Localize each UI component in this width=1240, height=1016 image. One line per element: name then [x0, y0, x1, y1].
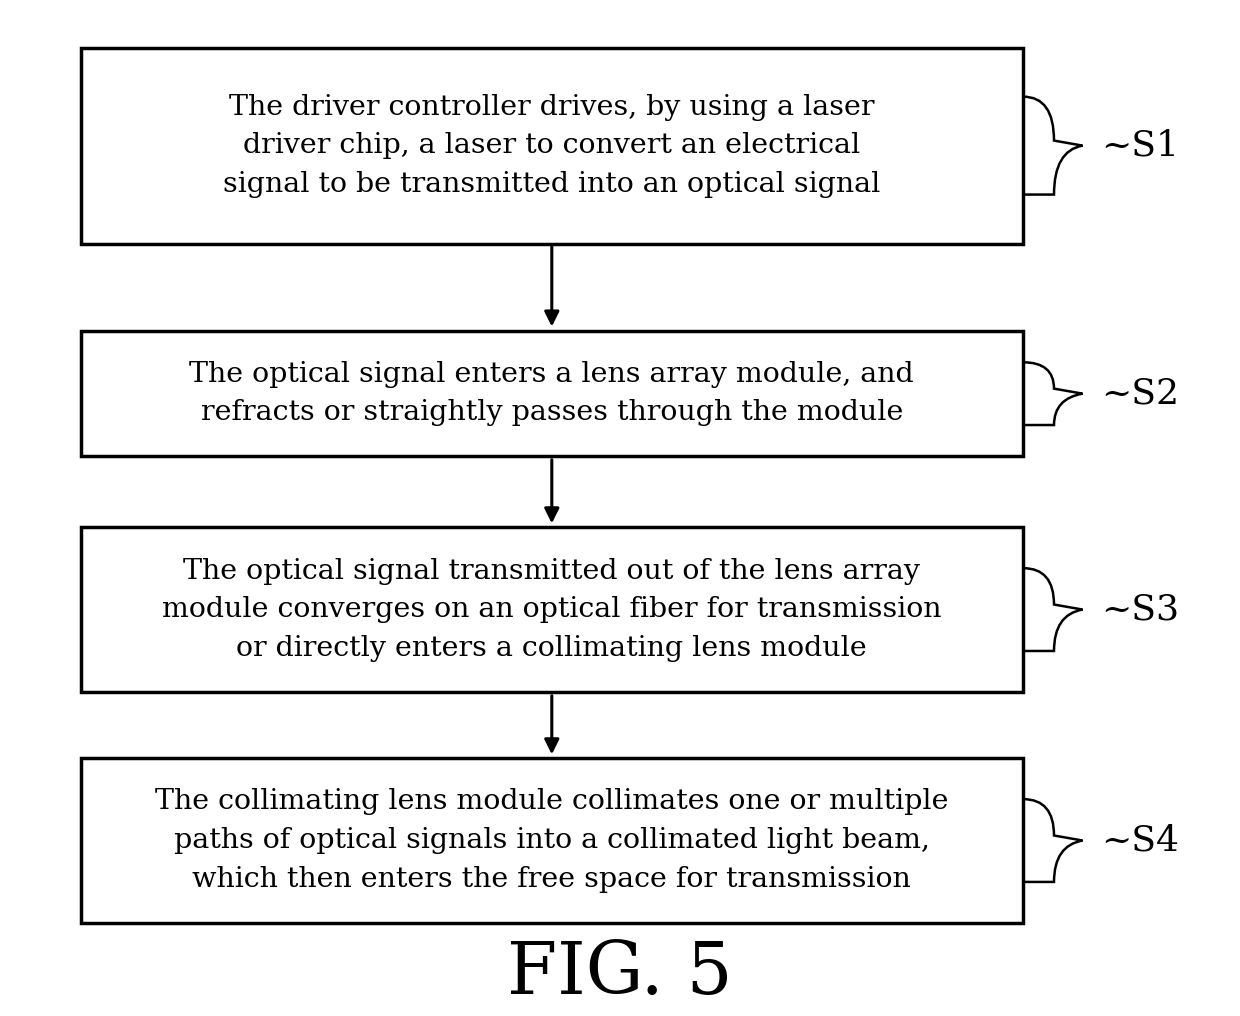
Text: The optical signal enters a lens array module, and
refracts or straightly passes: The optical signal enters a lens array m…: [190, 361, 914, 427]
Bar: [81, 758, 1023, 924]
Bar: [81, 331, 1023, 456]
Bar: [81, 526, 1023, 692]
Text: The collimating lens module collimates one or multiple
paths of optical signals : The collimating lens module collimates o…: [155, 788, 949, 893]
Text: ~S3: ~S3: [1101, 592, 1179, 627]
Text: ~S2: ~S2: [1101, 377, 1179, 410]
Text: The driver controller drives, by using a laser
driver chip, a laser to convert a: The driver controller drives, by using a…: [223, 93, 880, 198]
Text: FIG. 5: FIG. 5: [507, 939, 733, 1009]
Text: ~S1: ~S1: [1101, 129, 1179, 163]
Bar: [81, 48, 1023, 244]
Text: The optical signal transmitted out of the lens array
module converges on an opti: The optical signal transmitted out of th…: [162, 558, 941, 661]
Text: ~S4: ~S4: [1101, 824, 1179, 858]
